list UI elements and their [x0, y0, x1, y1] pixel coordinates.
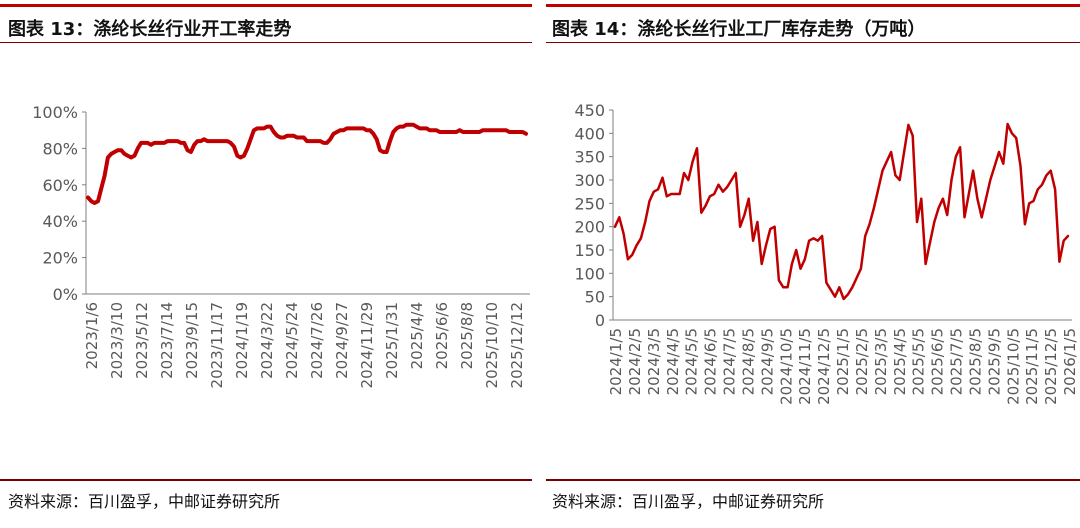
y-tick-label: 20% [42, 249, 78, 268]
y-tick-label: 300 [574, 171, 605, 190]
y-tick-label: 250 [574, 194, 605, 213]
left-source-note: 资料来源：百川盈孚，中邮证券研究所 [8, 492, 281, 511]
x-tick-label: 2025/3/5 [872, 328, 890, 395]
left-title-rule [0, 42, 532, 43]
y-tick-label: 350 [574, 148, 605, 167]
x-tick-label: 2024/2/5 [626, 328, 644, 395]
x-tick-label: 2026/1/5 [1061, 328, 1079, 395]
x-tick-label: 2025/2/5 [853, 328, 871, 395]
x-tick-label: 2024/7/5 [721, 328, 739, 395]
x-tick-label: 2024/12/5 [815, 328, 833, 405]
x-tick-label: 2025/6/5 [929, 328, 947, 395]
left-header-rule [0, 4, 532, 7]
right-footer-rule [546, 479, 1080, 481]
x-tick-label: 2024/7/26 [308, 302, 326, 379]
x-tick-label: 2024/5/5 [683, 328, 701, 395]
x-tick-label: 2024/3/5 [645, 328, 663, 395]
x-tick-label: 2023/3/10 [108, 302, 126, 379]
y-tick-label: 80% [42, 139, 78, 158]
x-tick-label: 2025/11/5 [1023, 328, 1041, 405]
x-tick-label: 2024/6/5 [702, 328, 720, 395]
x-tick-label: 2024/11/29 [358, 302, 376, 388]
x-tick-label: 2025/12/5 [1042, 328, 1060, 405]
x-tick-label: 2024/4/5 [664, 328, 682, 395]
series-line [86, 122, 528, 205]
x-tick-label: 2024/11/5 [796, 328, 814, 405]
y-tick-label: 400 [574, 124, 605, 143]
right-title-rule [546, 42, 1080, 43]
x-tick-label: 2024/9/27 [333, 302, 351, 379]
x-tick-label: 2023/11/17 [208, 302, 226, 388]
x-tick-label: 2025/4/5 [891, 328, 909, 395]
x-tick-label: 2023/5/12 [133, 302, 151, 379]
x-tick-label: 2025/8/5 [966, 328, 984, 395]
x-tick-label: 2025/1/5 [834, 328, 852, 395]
x-tick-label: 2025/10/5 [1004, 328, 1022, 405]
y-tick-label: 0 [595, 311, 605, 330]
x-tick-label: 2024/8/5 [739, 328, 757, 395]
x-tick-label: 2025/8/8 [458, 302, 476, 369]
left-footer-rule [0, 479, 532, 481]
x-tick-label: 2024/3/22 [258, 302, 276, 379]
y-tick-label: 450 [574, 101, 605, 120]
y-tick-label: 40% [42, 212, 78, 231]
x-tick-label: 2025/9/5 [985, 328, 1003, 395]
right-source-note: 资料来源：百川盈孚，中邮证券研究所 [552, 492, 825, 511]
y-tick-label: 50 [585, 288, 605, 307]
x-tick-label: 2023/1/6 [83, 302, 101, 369]
x-tick-label: 2025/7/5 [948, 328, 966, 395]
x-tick-label: 2024/9/5 [758, 328, 776, 395]
series-line [613, 122, 1070, 301]
x-tick-label: 2024/1/19 [233, 302, 251, 379]
x-tick-label: 2023/9/15 [183, 302, 201, 379]
x-tick-label: 2024/5/24 [283, 302, 301, 379]
y-tick-label: 60% [42, 176, 78, 195]
y-tick-label: 100 [574, 264, 605, 283]
x-tick-label: 2025/4/4 [408, 302, 426, 369]
x-tick-label: 2025/12/12 [508, 302, 526, 388]
y-tick-label: 0% [53, 285, 78, 304]
y-tick-label: 150 [574, 241, 605, 260]
x-tick-label: 2025/5/5 [910, 328, 928, 395]
left-chart-title: 图表 13：涤纶长丝行业开工率走势 [8, 19, 292, 40]
x-tick-label: 2025/1/31 [383, 302, 401, 379]
x-tick-label: 2025/6/6 [433, 302, 451, 369]
right-chart-title: 图表 14：涤纶长丝行业工厂库存走势（万吨） [552, 19, 926, 40]
x-tick-label: 2024/1/5 [607, 328, 625, 395]
right-header-rule [546, 4, 1080, 7]
y-tick-label: 200 [574, 218, 605, 237]
y-tick-label: 100% [32, 103, 78, 122]
x-tick-label: 2025/10/10 [483, 302, 501, 388]
x-tick-label: 2023/7/14 [158, 302, 176, 379]
x-tick-label: 2024/10/5 [777, 328, 795, 405]
